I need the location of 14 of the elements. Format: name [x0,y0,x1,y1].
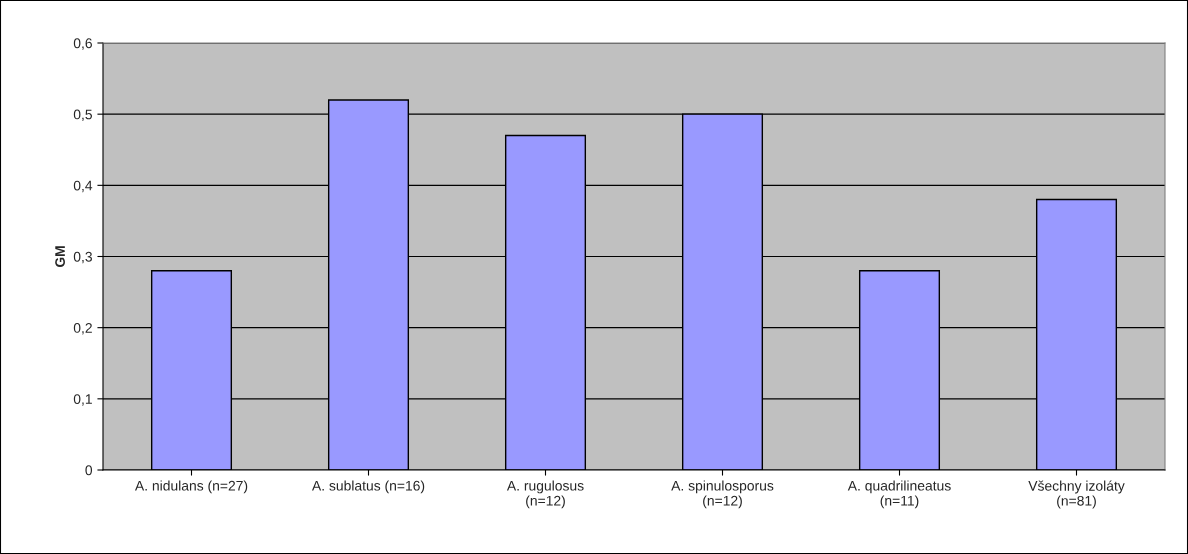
y-tick-label: 0,3 [73,251,92,264]
y-tick-label: 0,6 [73,38,92,50]
y-tick-label: 0,1 [73,394,92,406]
x-tick-label: A. rugulosus (n=12) [506,480,584,509]
x-tick-label: A. sublatus (n=16) [311,480,425,494]
x-tick-label: Všechny izoláty (n=81) [1028,480,1125,509]
y-tick-label: 0,5 [73,109,92,121]
y-tick-label: 0 [85,465,93,476]
y-tick-label: 0,2 [73,323,92,335]
y-tick-label: 0,4 [73,180,93,193]
y-axis-title: GM [55,246,65,268]
x-tick-label: A. nidulans (n=27) [134,480,248,494]
x-tick-label: A. spinulosporus (n=12) [671,480,774,509]
x-tick-label: A. quadrilineatus (n=11) [847,480,951,509]
